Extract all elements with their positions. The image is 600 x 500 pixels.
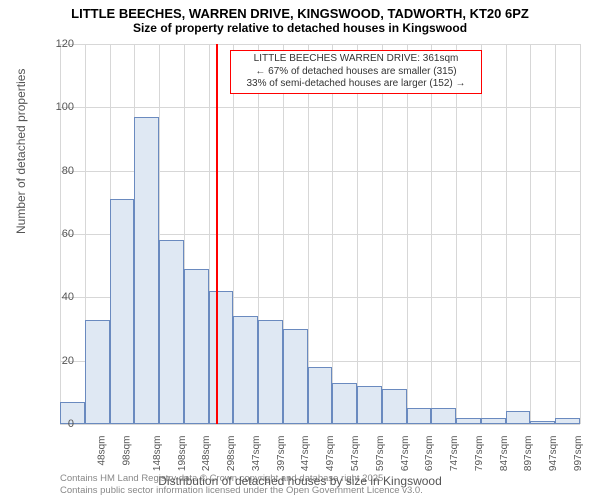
x-tick-label: 697sqm: [424, 436, 435, 472]
y-tick-label: 20: [62, 355, 74, 367]
histogram-bar: [110, 199, 135, 424]
x-tick-label: 347sqm: [251, 436, 262, 472]
histogram-bar: [407, 408, 432, 424]
chart-title-sub: Size of property relative to detached ho…: [0, 21, 600, 35]
annotation-line: LITTLE BEECHES WARREN DRIVE: 361sqm: [235, 53, 477, 66]
gridline-v: [530, 44, 531, 424]
y-tick-label: 100: [56, 101, 74, 113]
gridline-v: [555, 44, 556, 424]
x-tick-label: 797sqm: [474, 436, 485, 472]
gridline-v: [506, 44, 507, 424]
x-tick-label: 547sqm: [350, 436, 361, 472]
x-tick-label: 947sqm: [548, 436, 559, 472]
x-tick-label: 148sqm: [152, 436, 163, 472]
x-tick-label: 447sqm: [301, 436, 312, 472]
x-tick-label: 597sqm: [375, 436, 386, 472]
gridline-v: [357, 44, 358, 424]
histogram-bar: [456, 418, 481, 424]
x-tick-label: 298sqm: [226, 436, 237, 472]
gridline-v: [580, 44, 581, 424]
y-axis-label: Number of detached properties: [14, 69, 28, 234]
reference-marker-line: [216, 44, 218, 424]
gridline-h: [60, 44, 580, 45]
y-tick-label: 60: [62, 228, 74, 240]
histogram-bar: [134, 117, 159, 424]
gridline-v: [481, 44, 482, 424]
histogram-bar: [209, 291, 234, 424]
gridline-h: [60, 424, 580, 425]
chart-title-main: LITTLE BEECHES, WARREN DRIVE, KINGSWOOD,…: [0, 6, 600, 21]
x-tick-label: 198sqm: [177, 436, 188, 472]
x-tick-label: 897sqm: [523, 436, 534, 472]
chart-plot-area: LITTLE BEECHES WARREN DRIVE: 361sqm← 67%…: [60, 44, 580, 424]
x-axis-label: Distribution of detached houses by size …: [0, 474, 600, 488]
gridline-h: [60, 107, 580, 108]
x-tick-label: 747sqm: [449, 436, 460, 472]
x-tick-label: 98sqm: [122, 436, 133, 466]
histogram-bar: [258, 320, 283, 425]
annotation-line: 33% of semi-detached houses are larger (…: [235, 78, 477, 91]
annotation-line: ← 67% of detached houses are smaller (31…: [235, 66, 477, 79]
x-tick-label: 497sqm: [325, 436, 336, 472]
x-tick-label: 248sqm: [202, 436, 213, 472]
histogram-bar: [308, 367, 333, 424]
histogram-bar: [555, 418, 580, 424]
y-tick-label: 0: [68, 418, 74, 430]
histogram-bar: [431, 408, 456, 424]
gridline-v: [431, 44, 432, 424]
x-tick-label: 48sqm: [97, 436, 108, 466]
histogram-bar: [481, 418, 506, 424]
annotation-callout: LITTLE BEECHES WARREN DRIVE: 361sqm← 67%…: [230, 50, 482, 94]
histogram-bar: [332, 383, 357, 424]
y-tick-label: 80: [62, 165, 74, 177]
gridline-v: [382, 44, 383, 424]
y-tick-label: 40: [62, 291, 74, 303]
histogram-bar: [530, 421, 555, 424]
x-tick-label: 647sqm: [400, 436, 411, 472]
histogram-bar: [184, 269, 209, 424]
histogram-bar: [357, 386, 382, 424]
histogram-bar: [506, 411, 531, 424]
histogram-bar: [159, 240, 184, 424]
y-tick-label: 120: [56, 38, 74, 50]
gridline-v: [456, 44, 457, 424]
histogram-bar: [85, 320, 110, 425]
histogram-bar: [233, 316, 258, 424]
x-tick-label: 997sqm: [573, 436, 584, 472]
histogram-bar: [382, 389, 407, 424]
x-tick-label: 847sqm: [499, 436, 510, 472]
histogram-bar: [283, 329, 308, 424]
x-tick-label: 397sqm: [276, 436, 287, 472]
gridline-v: [407, 44, 408, 424]
gridline-v: [332, 44, 333, 424]
